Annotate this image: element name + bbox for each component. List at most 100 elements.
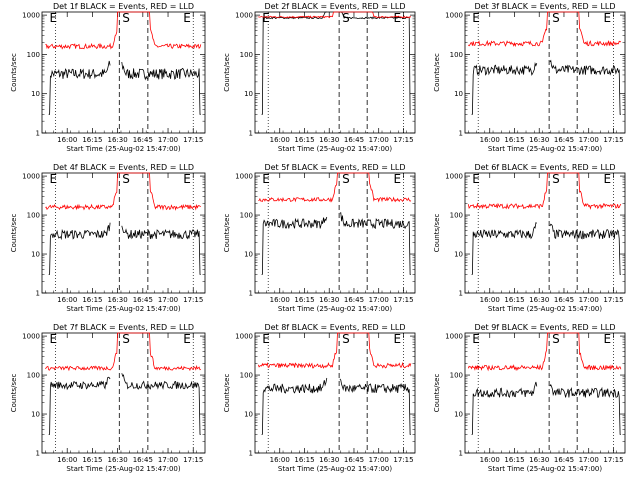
event-marker-e: E <box>603 172 611 186</box>
x-tick-label: 17:00 <box>158 456 178 464</box>
event-marker-s: S <box>342 172 350 186</box>
x-tick-label: 16:00 <box>480 296 500 304</box>
y-axis-label: Counts/sec <box>223 53 231 92</box>
x-tick-label: 16:15 <box>82 456 102 464</box>
y-tick-label: 1000 <box>22 12 40 20</box>
x-tick-label: 16:00 <box>480 456 500 464</box>
series-lld-line <box>257 332 412 369</box>
series-events-line <box>48 373 201 435</box>
x-tick-label: 16:30 <box>529 136 549 144</box>
x-tick-label: 16:30 <box>529 456 549 464</box>
x-tick-label: 16:00 <box>270 296 290 304</box>
panel-det-7: Det 7f BLACK = Events, RED = LLD 1 10 100 10… <box>10 323 206 473</box>
event-marker-s: S <box>342 332 350 346</box>
axes-box <box>254 332 416 454</box>
x-axis-label: Start Time (25-Aug-02 15:47:00) <box>66 465 180 473</box>
x-tick-label: 16:15 <box>82 296 102 304</box>
x-tick-label: 16:45 <box>133 296 153 304</box>
series-lld-line <box>258 172 412 203</box>
panel-title: Det 5f BLACK = Events, RED = LLD <box>264 163 405 172</box>
x-tick-label: 16:30 <box>108 136 128 144</box>
x-axis-label: Start Time (25-Aug-02 15:47:00) <box>278 465 392 473</box>
x-tick-label: 16:30 <box>319 456 339 464</box>
y-tick-label: 10 <box>454 251 463 259</box>
axes-box <box>41 332 206 454</box>
y-tick-label: 100 <box>27 372 40 380</box>
event-marker-e: E <box>262 332 270 346</box>
x-tick-label: 16:15 <box>504 136 524 144</box>
x-tick-label: 17:00 <box>579 296 599 304</box>
panel-det-5: Det 5f BLACK = Events, RED = LLD 1 10 100 10… <box>223 163 416 313</box>
y-tick-label: 1 <box>249 450 253 458</box>
x-tick-label: 17:15 <box>603 456 623 464</box>
y-tick-label: 10 <box>31 251 40 259</box>
y-axis-label: Counts/sec <box>10 214 18 253</box>
event-marker-s: S <box>552 332 560 346</box>
x-axis-label: Start Time (25-Aug-02 15:47:00) <box>66 145 180 153</box>
x-tick-label: 17:00 <box>369 136 389 144</box>
y-axis-label: Counts/sec <box>10 53 18 92</box>
y-tick-label: 10 <box>244 251 253 259</box>
y-tick-label: 100 <box>450 51 463 59</box>
event-marker-e: E <box>49 11 57 25</box>
y-axis-label: Counts/sec <box>223 374 231 413</box>
x-tick-label: 16:00 <box>270 456 290 464</box>
y-tick-label: 100 <box>27 212 40 220</box>
x-tick-label: 16:00 <box>57 296 77 304</box>
y-tick-label: 1000 <box>235 12 253 20</box>
y-tick-label: 10 <box>244 90 253 98</box>
y-tick-label: 1000 <box>235 333 253 341</box>
panel-det-6: Det 6f BLACK = Events, RED = LLD 1 10 100 10… <box>433 163 626 313</box>
event-marker-e: E <box>472 11 480 25</box>
y-tick-label: 1000 <box>22 173 40 181</box>
x-tick-label: 16:15 <box>294 296 314 304</box>
x-tick-label: 16:00 <box>270 136 290 144</box>
y-tick-label: 1000 <box>22 333 40 341</box>
event-marker-e: E <box>183 172 191 186</box>
y-tick-label: 1 <box>36 130 40 138</box>
panel-det-4: Det 4f BLACK = Events, RED = LLD 1 10 100 10… <box>10 163 206 313</box>
x-axis-label: Start Time (25-Aug-02 15:47:00) <box>278 305 392 313</box>
x-tick-label: 17:00 <box>579 456 599 464</box>
x-tick-label: 16:15 <box>294 456 314 464</box>
series-events-line <box>48 60 201 115</box>
x-axis-label: Start Time (25-Aug-02 15:47:00) <box>488 465 602 473</box>
y-axis-label: Counts/sec <box>433 53 441 92</box>
x-tick-label: 17:15 <box>603 296 623 304</box>
x-tick-label: 16:45 <box>554 136 574 144</box>
x-axis-label: Start Time (25-Aug-02 15:47:00) <box>488 305 602 313</box>
x-tick-label: 17:15 <box>393 136 413 144</box>
event-marker-s: S <box>122 172 130 186</box>
series-events-line <box>261 11 411 115</box>
x-tick-label: 17:00 <box>369 456 389 464</box>
x-tick-label: 16:45 <box>554 456 574 464</box>
y-tick-label: 10 <box>31 90 40 98</box>
y-tick-label: 1 <box>36 290 40 298</box>
axes-box <box>464 172 626 294</box>
x-axis-label: Start Time (25-Aug-02 15:47:00) <box>66 305 180 313</box>
axes-box <box>464 332 626 454</box>
x-axis-label: Start Time (25-Aug-02 15:47:00) <box>278 145 392 153</box>
panel-title: Det 9f BLACK = Events, RED = LLD <box>474 323 615 332</box>
event-marker-s: S <box>552 172 560 186</box>
x-tick-label: 16:45 <box>133 456 153 464</box>
panel-title: Det 4f BLACK = Events, RED = LLD <box>53 163 194 172</box>
x-tick-label: 16:15 <box>82 136 102 144</box>
event-marker-e: E <box>49 172 57 186</box>
x-tick-label: 16:15 <box>504 296 524 304</box>
x-tick-label: 16:30 <box>108 296 128 304</box>
x-axis-label: Start Time (25-Aug-02 15:47:00) <box>488 145 602 153</box>
y-axis-label: Counts/sec <box>433 214 441 253</box>
y-tick-label: 10 <box>244 411 253 419</box>
y-axis-label: Counts/sec <box>433 374 441 413</box>
x-tick-label: 17:00 <box>369 296 389 304</box>
y-tick-label: 1 <box>249 290 253 298</box>
y-tick-label: 1 <box>459 290 463 298</box>
event-marker-s: S <box>342 11 350 25</box>
series-events-line <box>48 222 201 275</box>
event-marker-e: E <box>472 172 480 186</box>
x-tick-label: 17:15 <box>183 296 203 304</box>
axes-box <box>254 172 416 294</box>
y-tick-label: 100 <box>450 372 463 380</box>
y-tick-label: 1000 <box>235 173 253 181</box>
